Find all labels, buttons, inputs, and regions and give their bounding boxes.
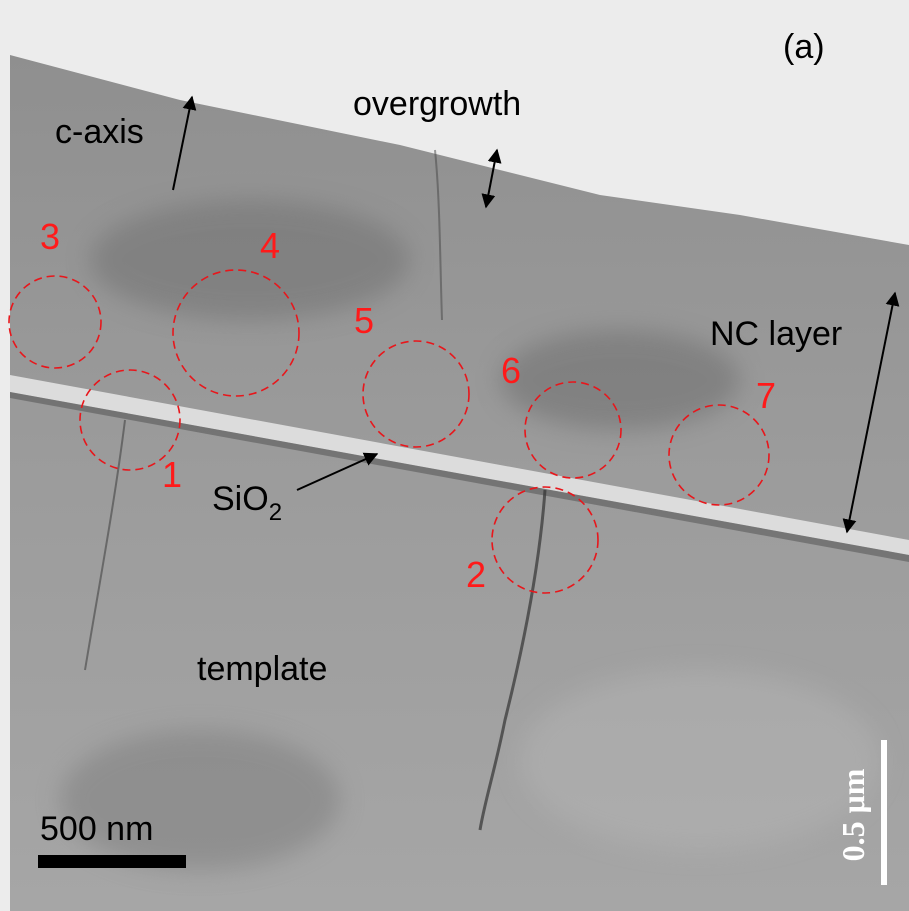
scale-bar-label: 0.5 μm <box>835 768 871 861</box>
c-axis-label: c-axis <box>55 113 144 151</box>
region-label: 7 <box>756 375 776 416</box>
region-label: 5 <box>354 300 374 341</box>
region-label: 6 <box>501 350 521 391</box>
region-label: 1 <box>162 454 182 495</box>
sio2-text: SiO <box>212 480 269 518</box>
overgrowth-label: overgrowth <box>353 85 521 123</box>
region-label: 4 <box>260 225 280 266</box>
scale-bar-label: 500 nm <box>40 810 153 848</box>
sio2-subscript: 2 <box>269 499 282 526</box>
micrograph: 1 2 3 4 5 6 7 (a) c-axis overgrowth NC l… <box>0 0 909 911</box>
region-label: 2 <box>466 554 486 595</box>
panel-label: (a) <box>783 28 825 66</box>
scale-bar <box>38 855 186 868</box>
region-label: 3 <box>40 216 60 257</box>
nc-layer-label: NC layer <box>710 315 842 353</box>
template-label: template <box>197 650 327 688</box>
